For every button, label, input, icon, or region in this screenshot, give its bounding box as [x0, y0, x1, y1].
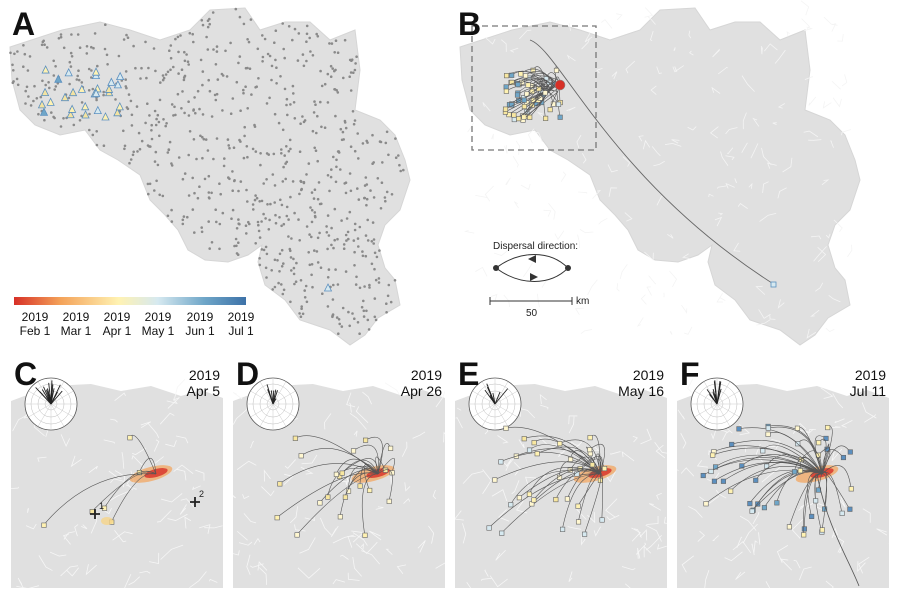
- panel-label-b: B: [458, 6, 482, 42]
- long-dispersal-path: [529, 39, 776, 286]
- dispersal-title: Dispersal direction:: [493, 241, 579, 252]
- municipality-borders: [463, 0, 853, 339]
- panel-label-f: F: [680, 356, 700, 392]
- zoom-box: [471, 25, 597, 151]
- belgium-land-b: [459, 7, 861, 346]
- panel-label-e: E: [458, 356, 480, 392]
- remote-case: [770, 281, 777, 288]
- long-dispersal-path-f: [816, 473, 860, 587]
- cb-tick-6: 2019 Jul 1: [227, 310, 255, 338]
- reference-label-2: 2: [199, 489, 204, 499]
- map-belgium-a: [9, 7, 411, 346]
- panel-e: [455, 356, 667, 588]
- reference-cross-1: [90, 509, 100, 519]
- panel-d: [233, 356, 445, 588]
- direction-rose: [468, 377, 522, 431]
- panel-f: [677, 356, 889, 588]
- date-c: 2019 Apr 5: [186, 367, 220, 399]
- panel-label-a: A: [12, 6, 36, 42]
- arrow-left: [528, 255, 536, 263]
- region-land: [233, 384, 445, 588]
- region-land: [455, 384, 667, 588]
- panel-b: [450, 0, 900, 350]
- panel-label-d: D: [236, 356, 260, 392]
- region-land: [11, 384, 223, 588]
- panel-a: [0, 0, 450, 350]
- scale-value: 50: [526, 308, 538, 319]
- dispersal-arc-bottom: [495, 267, 569, 282]
- cb-tick-1: 2019 Feb 1: [19, 310, 51, 338]
- direction-rose: [24, 377, 78, 431]
- reference-label-1: 1: [99, 501, 104, 511]
- date-f: 2019 Jul 11: [849, 367, 886, 399]
- dispersal-arc-top: [495, 254, 569, 269]
- cb-tick-4: 2019 May 1: [141, 310, 175, 338]
- cb-tick-5: 2019 Jun 1: [185, 310, 215, 338]
- direction-rose: [690, 377, 744, 431]
- case-cluster: [502, 66, 566, 123]
- panel-label-c: C: [14, 356, 38, 392]
- dated-cases: [37, 65, 333, 292]
- date-e: 2019 May 16: [618, 367, 664, 399]
- direction-rose: [246, 377, 300, 431]
- arrow-right: [530, 273, 538, 281]
- cb-tick-2: 2019 Mar 1: [60, 310, 92, 338]
- reference-cross-2: [190, 497, 200, 507]
- map-belgium-b: [459, 0, 861, 346]
- cb-tick-3: 2019 Apr 1: [102, 310, 132, 338]
- colorbar: [14, 297, 246, 305]
- sample-points: [9, 7, 405, 336]
- scale-unit: km: [576, 296, 590, 307]
- date-d: 2019 Apr 26: [400, 367, 442, 399]
